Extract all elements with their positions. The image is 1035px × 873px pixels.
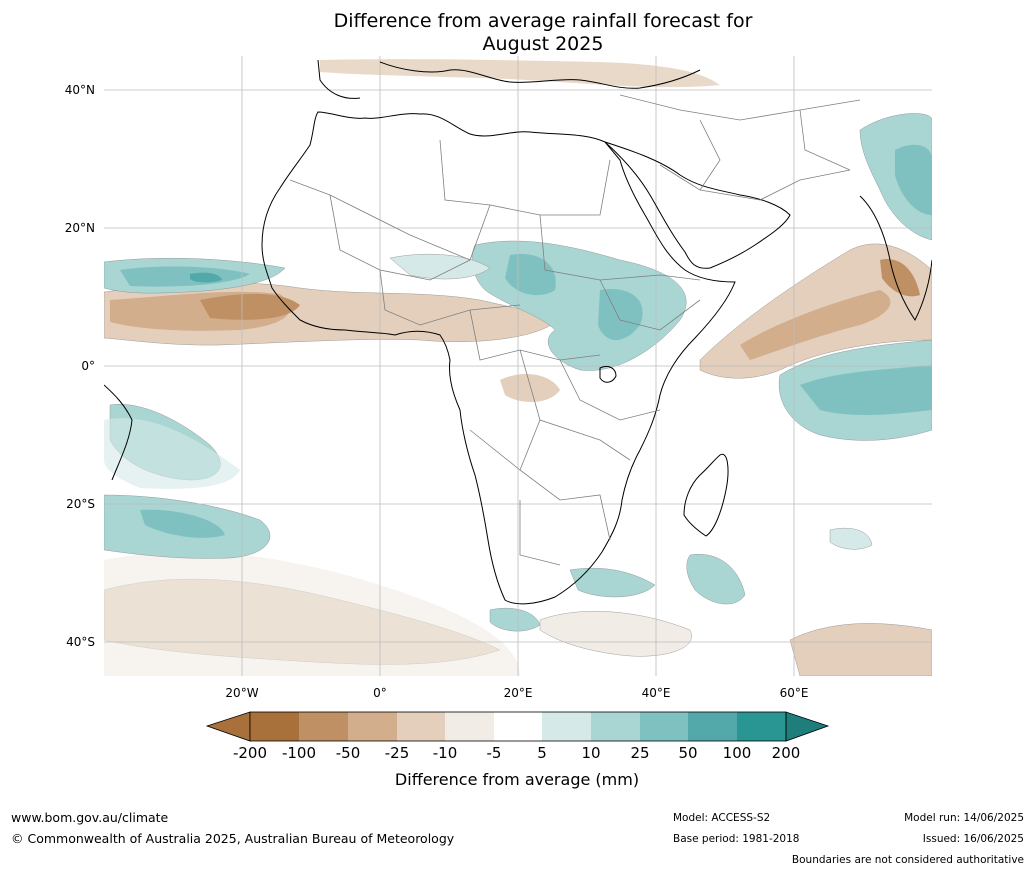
dry-region-far-southeast [789,623,932,676]
colorbar-tick: -200 [232,744,268,762]
colorbar-tick: 5 [537,744,547,762]
south-america-coastline [104,384,133,481]
dry-region-mediterranean [320,59,720,88]
colorbar-min-arrow [205,711,251,742]
wet-core-atlantic-itcz [120,266,250,287]
wet-core-south-atlantic [140,509,225,538]
colorbar-bin [250,712,299,741]
footer-copyright: © Commonwealth of Australia 2025, Austra… [11,831,455,846]
lon-label-60e: 60°E [779,686,809,700]
africa-coastline [261,111,736,605]
graticule [104,56,932,676]
wet-core-indian-ocean [800,365,932,415]
dry-core-india [880,259,920,297]
lon-label-20w: 20°W [225,686,259,700]
country-borders [289,94,861,566]
india-coastline [859,195,932,321]
colorbar-tick: -100 [281,744,317,762]
colorbar-bin [299,712,348,741]
colorbar-bin [397,712,445,741]
colorbar-tick: -5 [486,744,502,762]
colorbar-bin [737,712,786,741]
colorbar-bin [688,712,737,741]
colorbar-tick: 50 [678,744,698,762]
dry-core-indian-ocean [740,290,891,360]
colorbar-tick: -50 [335,744,361,762]
colorbar-title: Difference from average (mm) [394,770,640,789]
dry-core-guinea [200,293,300,320]
footer-disclaimer: Boundaries are not considered authoritat… [791,854,1024,866]
colorbar-tick: 10 [581,744,601,762]
title-line-1: Difference from average rainfall forecas… [333,10,753,32]
lat-label-40n: 40°N [64,83,95,97]
colorbar [205,711,830,742]
wet-core-arabian-sea [895,144,932,215]
colorbar-bin [542,712,591,741]
lat-label-20n: 20°N [64,221,95,235]
footer-issued: Issued: 16/06/2025 [922,833,1024,845]
footer-url[interactable]: www.bom.gov.au/climate [11,810,169,825]
footer-base-period: Base period: 1981-2018 [673,833,800,845]
wet-region-mozambique [686,554,746,605]
lat-label-40s: 40°S [66,635,95,649]
colorbar-frame [249,711,787,742]
arabia-coastline [604,141,791,269]
wet-core-atlantic-itcz-2 [190,272,222,283]
colorbar-tick: 200 [771,744,801,762]
dry-region-gulf-guinea-south [500,374,560,402]
wet-region-sahel-west [389,253,491,280]
colorbar-tick: 25 [630,744,650,762]
lon-label-40e: 40°E [641,686,671,700]
footer-model: Model: ACCESS-S2 [673,812,771,824]
europe-coastline [317,59,701,99]
dry-region-southeast [539,611,692,657]
wet-region-sa-east [569,567,656,598]
lon-label-20e: 20°E [503,686,533,700]
colorbar-bin [445,712,494,741]
colorbar-tick: -10 [432,744,458,762]
title-line-2: August 2025 [482,33,604,55]
colorbar-bin [591,712,640,741]
wet-core-east-africa [598,289,643,340]
colorbar-bin [494,712,542,741]
colorbar-tick: -25 [384,744,410,762]
lon-label-0: 0° [373,686,387,700]
anomaly-contours [104,59,932,676]
map-title: Difference from average rainfall forecas… [240,10,846,56]
wet-region-sa-west [489,607,541,632]
lake-victoria [599,365,617,383]
wet-region-south-indian [829,527,873,550]
madagascar-coastline [683,453,729,537]
lat-label-0: 0° [81,359,95,373]
colorbar-tick: 100 [722,744,752,762]
dry-ring-south-atlantic [104,551,520,676]
coastlines [104,59,932,605]
lat-label-20s: 20°S [66,497,95,511]
colorbar-bin [348,712,397,741]
colorbar-bin [640,712,688,741]
colorbar-max-arrow [785,711,830,742]
footer-model-run: Model run: 14/06/2025 [904,812,1024,824]
wet-ring-angola-coast [104,418,240,489]
